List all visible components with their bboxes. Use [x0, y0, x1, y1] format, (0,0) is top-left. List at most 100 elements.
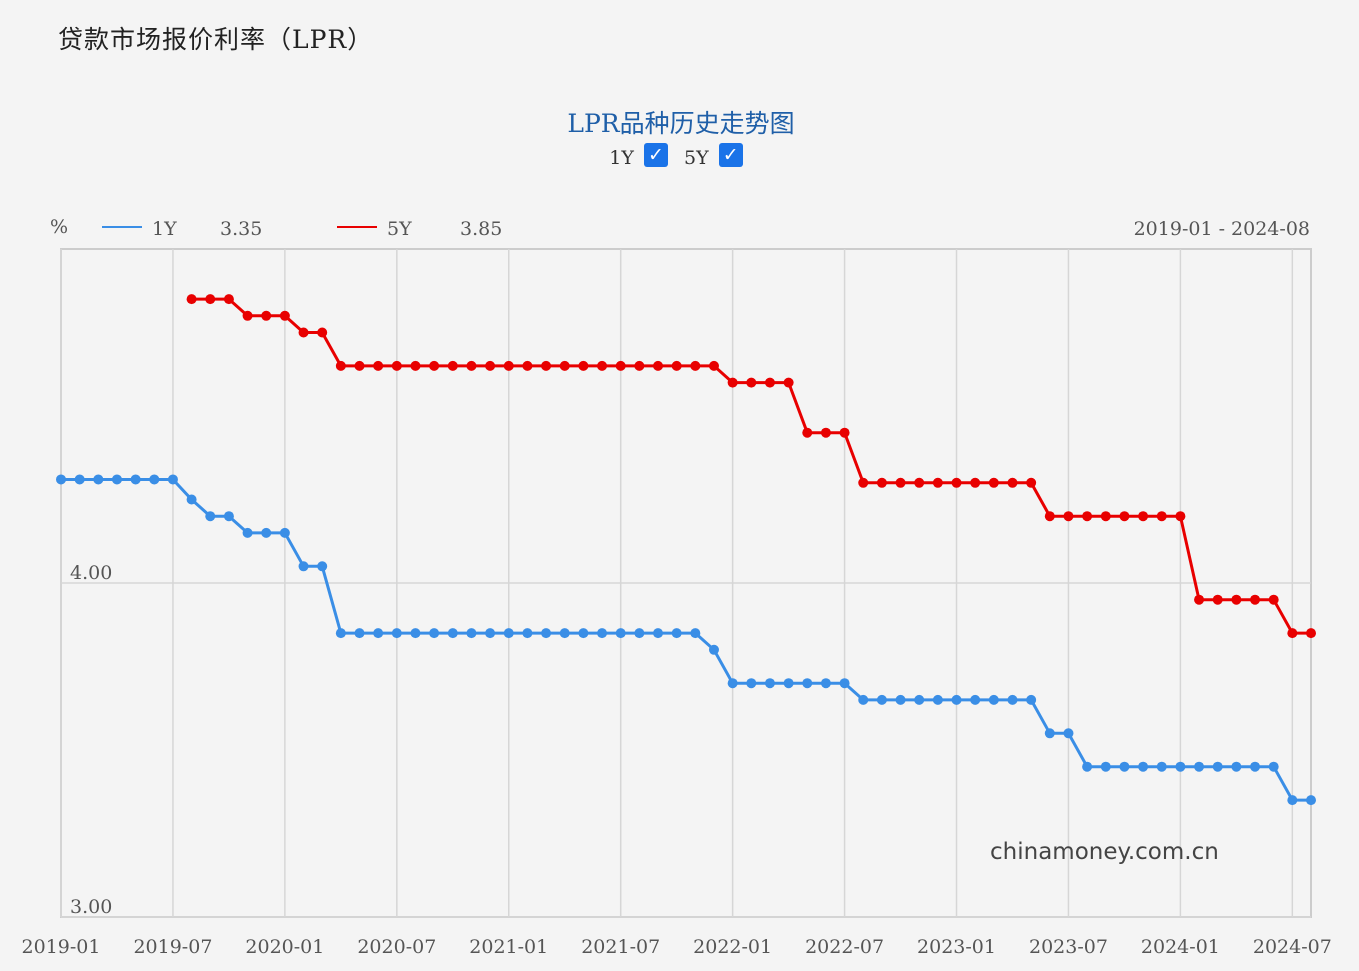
data-point-1Y[interactable] [485, 628, 496, 639]
data-point-5Y[interactable] [634, 360, 645, 371]
data-point-5Y[interactable] [895, 477, 906, 488]
data-point-5Y[interactable] [205, 294, 216, 305]
data-point-1Y[interactable] [951, 694, 962, 705]
data-point-1Y[interactable] [783, 678, 794, 689]
data-point-5Y[interactable] [429, 360, 440, 371]
data-point-1Y[interactable] [708, 644, 719, 655]
data-point-1Y[interactable] [93, 474, 104, 485]
data-point-1Y[interactable] [1026, 694, 1037, 705]
data-point-1Y[interactable] [74, 474, 85, 485]
data-point-5Y[interactable] [522, 360, 533, 371]
data-point-1Y[interactable] [391, 628, 402, 639]
legend-5y-name[interactable]: 5Y [387, 218, 412, 240]
data-point-5Y[interactable] [764, 377, 775, 388]
data-point-1Y[interactable] [876, 694, 887, 705]
data-point-1Y[interactable] [56, 474, 66, 485]
data-point-5Y[interactable] [261, 310, 272, 321]
data-point-1Y[interactable] [597, 628, 608, 639]
data-point-5Y[interactable] [186, 294, 197, 305]
data-point-5Y[interactable] [1138, 511, 1149, 522]
data-point-1Y[interactable] [541, 628, 552, 639]
data-point-1Y[interactable] [634, 628, 645, 639]
data-point-1Y[interactable] [354, 628, 365, 639]
data-point-5Y[interactable] [988, 477, 999, 488]
data-point-1Y[interactable] [242, 527, 253, 538]
data-point-1Y[interactable] [839, 678, 850, 689]
data-point-5Y[interactable] [1119, 511, 1130, 522]
data-point-5Y[interactable] [858, 477, 869, 488]
data-point-5Y[interactable] [1306, 628, 1316, 639]
data-point-1Y[interactable] [317, 561, 328, 572]
data-point-1Y[interactable] [615, 628, 626, 639]
data-point-5Y[interactable] [279, 310, 290, 321]
data-point-5Y[interactable] [1287, 628, 1298, 639]
data-point-1Y[interactable] [1287, 795, 1298, 806]
data-point-1Y[interactable] [466, 628, 477, 639]
data-point-1Y[interactable] [1100, 761, 1111, 772]
data-point-1Y[interactable] [1082, 761, 1093, 772]
data-point-1Y[interactable] [988, 694, 999, 705]
data-point-1Y[interactable] [1306, 795, 1316, 806]
data-point-5Y[interactable] [1231, 594, 1242, 605]
data-point-1Y[interactable] [1212, 761, 1223, 772]
data-point-5Y[interactable] [242, 310, 253, 321]
data-point-5Y[interactable] [820, 427, 831, 438]
data-point-1Y[interactable] [727, 678, 738, 689]
data-point-1Y[interactable] [167, 474, 178, 485]
data-point-5Y[interactable] [298, 327, 309, 338]
data-point-1Y[interactable] [1063, 728, 1074, 739]
data-point-1Y[interactable] [1175, 761, 1186, 772]
data-point-5Y[interactable] [1268, 594, 1279, 605]
data-point-1Y[interactable] [149, 474, 160, 485]
data-point-1Y[interactable] [690, 628, 701, 639]
data-point-5Y[interactable] [746, 377, 757, 388]
data-point-1Y[interactable] [1138, 761, 1149, 772]
data-point-5Y[interactable] [223, 294, 234, 305]
legend-1y-name[interactable]: 1Y [152, 218, 177, 240]
data-point-1Y[interactable] [1044, 728, 1055, 739]
data-point-1Y[interactable] [1007, 694, 1018, 705]
data-point-1Y[interactable] [671, 628, 682, 639]
data-point-5Y[interactable] [1007, 477, 1018, 488]
data-point-1Y[interactable] [820, 678, 831, 689]
data-point-1Y[interactable] [1250, 761, 1261, 772]
data-point-1Y[interactable] [1194, 761, 1205, 772]
data-point-1Y[interactable] [111, 474, 122, 485]
data-point-5Y[interactable] [578, 360, 589, 371]
toggle-1y-checkbox[interactable]: ✓ [643, 143, 668, 167]
data-point-1Y[interactable] [447, 628, 458, 639]
data-point-5Y[interactable] [876, 477, 887, 488]
data-point-5Y[interactable] [1250, 594, 1261, 605]
data-point-1Y[interactable] [858, 694, 869, 705]
data-point-5Y[interactable] [727, 377, 738, 388]
data-point-5Y[interactable] [391, 360, 402, 371]
data-point-1Y[interactable] [970, 694, 981, 705]
data-point-5Y[interactable] [951, 477, 962, 488]
data-point-5Y[interactable] [335, 360, 346, 371]
data-point-5Y[interactable] [1194, 594, 1205, 605]
data-point-1Y[interactable] [1156, 761, 1167, 772]
data-point-1Y[interactable] [746, 678, 757, 689]
data-point-1Y[interactable] [1268, 761, 1279, 772]
data-point-1Y[interactable] [223, 511, 234, 522]
data-point-5Y[interactable] [373, 360, 384, 371]
data-point-5Y[interactable] [932, 477, 943, 488]
data-point-1Y[interactable] [764, 678, 775, 689]
data-point-5Y[interactable] [914, 477, 925, 488]
data-point-5Y[interactable] [559, 360, 570, 371]
data-point-5Y[interactable] [317, 327, 328, 338]
data-point-5Y[interactable] [466, 360, 477, 371]
data-point-5Y[interactable] [1156, 511, 1167, 522]
data-point-1Y[interactable] [1119, 761, 1130, 772]
data-point-1Y[interactable] [932, 694, 943, 705]
data-point-5Y[interactable] [970, 477, 981, 488]
data-point-1Y[interactable] [429, 628, 440, 639]
data-point-5Y[interactable] [1082, 511, 1093, 522]
data-point-5Y[interactable] [615, 360, 626, 371]
data-point-1Y[interactable] [130, 474, 141, 485]
data-point-5Y[interactable] [597, 360, 608, 371]
data-point-5Y[interactable] [783, 377, 794, 388]
data-point-5Y[interactable] [708, 360, 719, 371]
data-point-5Y[interactable] [690, 360, 701, 371]
data-point-1Y[interactable] [914, 694, 925, 705]
